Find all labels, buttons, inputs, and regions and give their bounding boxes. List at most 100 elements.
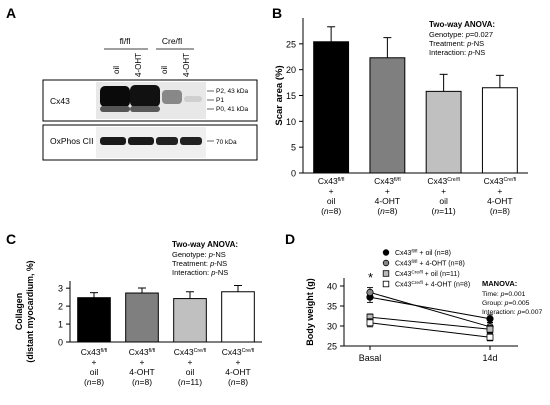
y-tick-label: 5 (291, 143, 296, 153)
group-label: fl/fl (120, 36, 131, 46)
band (128, 137, 154, 145)
y-tick-label: 35 (327, 302, 337, 312)
band (100, 137, 126, 145)
x-label-treatment: oil (186, 367, 195, 377)
stats-line: Treatment: p-NS (172, 259, 227, 268)
stats-title: MANOVA: (482, 279, 517, 288)
x-label-treatment: 4-OHT (129, 367, 155, 377)
stats-line: Group: p=0.005 (482, 300, 530, 307)
stats-line: Genotype: p-NS (172, 250, 226, 259)
panel-b: B Two-way ANOVA: Genotype: p=0.027 Treat… (272, 5, 528, 216)
y-axis-label: (distant myocardium, %) (25, 260, 35, 362)
y-tick-label: 20 (286, 65, 296, 75)
bar (173, 298, 207, 343)
lane-label: 4-OHT (134, 53, 143, 77)
legend-marker (382, 259, 390, 267)
x-label-plus: + (441, 186, 446, 196)
y-axis-label: Scar area (%) (274, 65, 285, 125)
x-label-treatment: 4-OHT (487, 196, 513, 206)
stats-title: Two-way ANOVA: (429, 20, 495, 29)
band (180, 137, 202, 145)
legend: Cx43fl/fl + oil (n=8)Cx43fl/fl + 4-OHT (… (382, 249, 470, 289)
y-tick-label: 10 (286, 117, 296, 127)
x-tick-label: Cx43fl/fl (318, 176, 345, 186)
x-label-treatment: 4-OHT (375, 196, 401, 206)
bar (221, 291, 255, 343)
y-axis-label: Collagen (14, 293, 24, 330)
x-tick-label: Basal (359, 353, 382, 363)
panel-letter: B (272, 5, 282, 21)
x-label-plus: + (92, 357, 97, 367)
y-tick-label: 3 (58, 284, 63, 294)
series-line (369, 296, 491, 320)
n-label: (n=8) (321, 206, 341, 216)
band (130, 85, 160, 107)
y-tick-label: 40 (327, 282, 337, 292)
n-label: (n=8) (228, 377, 248, 387)
series-line (369, 322, 491, 338)
x-label-plus: + (188, 357, 193, 367)
panel-d: D * MANOVA: Time: p=0.001 Group: p=0.005… (285, 231, 542, 363)
x-tick-label: Cx43fl/fl (81, 347, 108, 357)
blot-row-label: Cx43 (50, 96, 70, 106)
legend-label: Cx43Cre/fl + oil (n=11) (395, 270, 460, 279)
x-label-treatment: 4-OHT (225, 367, 251, 377)
blot-row-label: OxPhos CII (50, 136, 93, 146)
x-tick-label: Cx43Cre/fl (484, 176, 516, 186)
legend-label: Cx43fl/fl + 4-OHT (n=8) (395, 259, 465, 268)
lane-label: oil (112, 66, 121, 74)
legend-marker (382, 249, 390, 256)
y-axis-label: Body weight (g) (305, 278, 315, 346)
stats-line: Genotype: p=0.027 (429, 30, 493, 39)
x-tick-label: Cx43fl/fl (129, 347, 156, 357)
y-tick-label: 0 (291, 169, 296, 179)
y-tick-label: 30 (327, 322, 337, 332)
data-point (366, 288, 374, 296)
bar (481, 87, 518, 174)
band (162, 90, 182, 104)
data-point (486, 315, 494, 323)
data-point (366, 319, 374, 327)
stats-line: Interaction: p-NS (429, 48, 485, 57)
panel-letter: D (285, 231, 295, 247)
band (130, 106, 160, 112)
x-label-plus: + (329, 186, 334, 196)
y-tick-label: 25 (327, 342, 337, 352)
stats-line: Interaction: p-NS (172, 268, 228, 277)
n-label: (n=8) (377, 206, 397, 216)
y-tick-label: 2 (58, 302, 63, 312)
x-label-plus: + (497, 186, 502, 196)
x-tick-label: 14d (482, 353, 497, 363)
stats-line: Interaction: p=0.007 (482, 309, 542, 316)
n-label: (n=8) (132, 377, 152, 387)
y-tick-label: 25 (286, 39, 296, 49)
legend-marker (382, 270, 390, 277)
legend-marker (382, 280, 390, 288)
legend-label: Cx43Cre/fl + 4-OHT (n=8) (395, 280, 470, 289)
lane-label: 4-OHT (182, 53, 191, 77)
x-label-plus: + (236, 357, 241, 367)
data-point (486, 325, 494, 333)
panel-letter: A (6, 5, 16, 21)
n-label: (n=8) (84, 377, 104, 387)
bar (425, 90, 462, 174)
panel-c: C Two-way ANOVA: Genotype: p-NS Treatmen… (6, 231, 262, 387)
band-label: P1 (216, 97, 224, 104)
y-tick-label: 15 (286, 91, 296, 101)
x-tick-label: Cx43Cre/fl (174, 347, 206, 357)
x-label-treatment: oil (327, 196, 336, 206)
band-label: P2, 43 kDa (216, 88, 249, 95)
x-label-treatment: oil (90, 367, 99, 377)
series-line (369, 291, 491, 328)
band-label: 70 kDa (216, 139, 237, 146)
x-tick-label: Cx43fl/fl (374, 176, 401, 186)
bar (369, 57, 406, 174)
bar (125, 292, 159, 343)
x-label-plus: + (385, 186, 390, 196)
bar (77, 297, 111, 343)
series-line (369, 316, 491, 330)
band (100, 106, 130, 112)
n-label: (n=11) (432, 206, 456, 216)
band (184, 96, 202, 102)
